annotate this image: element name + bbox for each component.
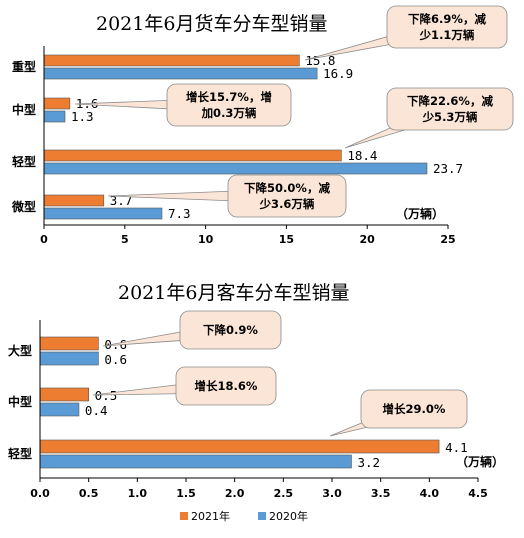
bus-bar-value-label: 3.2: [357, 455, 380, 470]
truck-callout-box: [166, 83, 292, 127]
truck-bar-value-label: 16.9: [323, 66, 353, 81]
truck-bar-2020: [43, 207, 163, 220]
bus-x-tick-label: 3.0: [322, 487, 342, 500]
bus-bar-2020: [39, 402, 80, 417]
truck-callout-text: 加0.3万辆: [201, 106, 257, 120]
bus-bar-value-label: 0.5: [95, 388, 118, 403]
truck-bar-2021: [43, 194, 105, 207]
truck-bar-2021: [43, 149, 342, 162]
truck-callout-box: [227, 174, 347, 218]
truck-callout-text: 下降6.9%，减: [408, 12, 486, 26]
truck-callout-box: [386, 87, 514, 131]
truck-bar-value-label: 23.7: [433, 161, 463, 176]
truck-bar-2020: [43, 67, 318, 80]
bus-callout-box: [175, 366, 277, 406]
bus-callout-box: [179, 310, 282, 350]
truck-bar-2021: [43, 97, 71, 110]
truck-bar-value-label: 7.3: [168, 206, 191, 221]
truck-x-tick-label: 10: [198, 233, 214, 246]
bus-x-tick-label: 3.5: [371, 487, 391, 500]
bus-callout-text: 下降0.9%: [203, 323, 258, 337]
bus-bar-value-label: 4.1: [445, 440, 468, 455]
truck-category-label: 微型: [11, 199, 36, 214]
truck-category-label: 重型: [12, 59, 36, 74]
truck-x-tick-label: 15: [279, 233, 294, 246]
truck-bar-2021: [43, 54, 300, 67]
bus-callout-text: 增长18.6%: [195, 379, 258, 393]
bus-x-tick-label: 2.0: [225, 487, 245, 500]
legend-label-2021: 2021年: [191, 509, 230, 523]
bus-category-label: 轻型: [8, 446, 32, 461]
bus-category-label: 大型: [8, 343, 32, 358]
truck-x-tick-label: 5: [121, 233, 129, 246]
truck-callout-text: 增长15.7%，增: [186, 90, 272, 104]
bus-x-tick-label: 4.0: [420, 487, 440, 500]
legend-swatch-2021: [180, 512, 188, 520]
truck-category-label: 轻型: [12, 154, 36, 169]
truck-category-label: 中型: [12, 102, 36, 117]
bus-chart-title: 2021年6月客车分车型销量: [118, 282, 349, 304]
bus-x-tick-label: 0.5: [79, 487, 99, 500]
bus-chart: 2021年6月客车分车型销量 0.0 0.5 1.0 1.5 2.0 2.5 3.0 3.5 4…: [8, 282, 504, 523]
bus-bar-2020: [39, 454, 352, 469]
truck-x-tick-label: 25: [440, 233, 455, 246]
truck-chart-title: 2021年6月货车分车型销量: [96, 13, 327, 35]
truck-callout-text: 下降22.6%，减: [407, 94, 493, 108]
legend: 2021年 2020年: [180, 509, 308, 523]
bus-x-tick-label: 0.0: [30, 487, 50, 500]
bus-x-tick-label: 1.0: [128, 487, 148, 500]
bus-x-tick-label: 2.5: [274, 487, 294, 500]
truck-callout-text: 下降50.0%，减: [244, 181, 330, 195]
bus-bar-2021: [39, 336, 99, 351]
truck-unit-label: （万辆）: [396, 206, 444, 221]
bus-bar-value-label: 0.4: [85, 403, 108, 418]
truck-callout-box: [386, 5, 508, 49]
bus-bar-2021: [39, 439, 440, 454]
legend-label-2020: 2020年: [269, 509, 308, 523]
truck-x-tick-label: 20: [360, 233, 376, 246]
bus-bar-2020: [39, 351, 99, 366]
truck-bar-value-label: 15.8: [305, 53, 335, 68]
bus-callout-text: 增长29.0%: [383, 402, 446, 416]
bus-x-tick-label: 1.5: [176, 487, 196, 500]
truck-chart: 2021年6月货车分车型销量 0510152025重型15.816.9中型1.6…: [11, 5, 514, 246]
bus-category-label: 中型: [8, 394, 32, 409]
truck-callout-text: 少5.3万辆: [422, 110, 478, 124]
truck-bar-2020: [43, 162, 428, 175]
bus-bar-2021: [39, 387, 89, 402]
legend-swatch-2020: [258, 512, 266, 520]
truck-bar-value-label: 18.4: [347, 148, 377, 163]
bus-callout-box: [360, 389, 468, 429]
bus-x-tick-label: 4.5: [468, 487, 488, 500]
truck-bar-2020: [43, 110, 66, 123]
truck-callout-text: 少3.6万辆: [259, 197, 315, 211]
bus-unit-label: （万辆）: [456, 454, 504, 469]
truck-x-tick-label: 0: [40, 233, 48, 246]
truck-callout-text: 少1.1万辆: [419, 28, 475, 42]
bus-bar-value-label: 0.6: [104, 352, 127, 367]
truck-bar-value-label: 1.3: [71, 109, 94, 124]
